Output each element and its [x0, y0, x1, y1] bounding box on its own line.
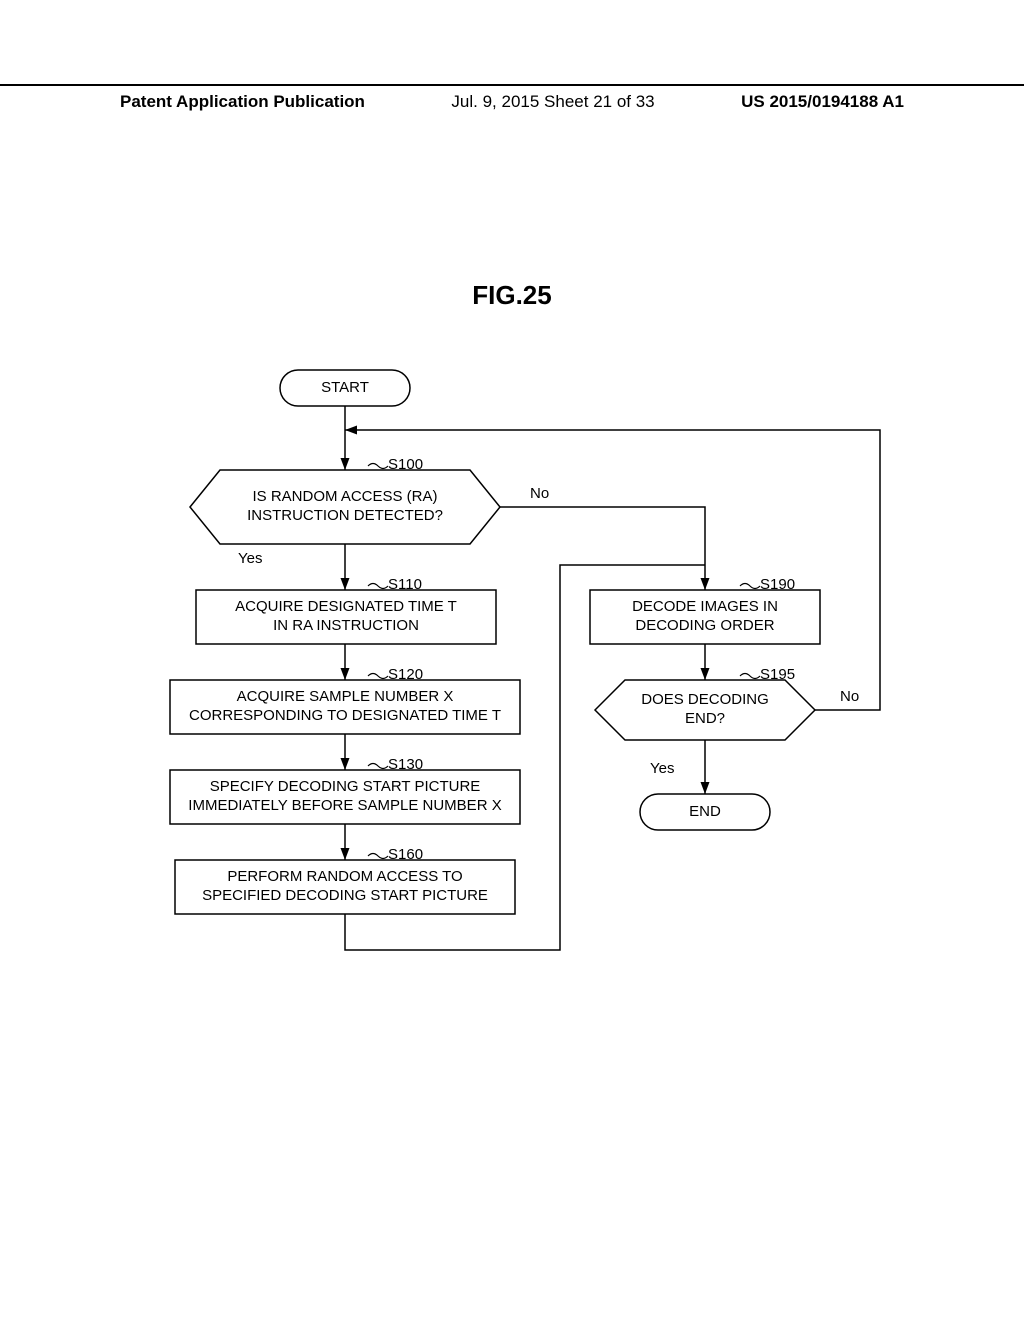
edge-label: Yes: [650, 760, 674, 777]
flow-node-start: START: [280, 370, 410, 406]
step-label-s195: S195: [760, 666, 795, 683]
flow-node-end: END: [640, 794, 770, 830]
step-label-s160: S160: [388, 846, 423, 863]
edge-label: Yes: [238, 550, 262, 567]
flow-node-s110: ACQUIRE DESIGNATED TIME TIN RA INSTRUCTI…: [196, 590, 496, 644]
header-center: Jul. 9, 2015 Sheet 21 of 33: [451, 92, 654, 112]
page: Patent Application Publication Jul. 9, 2…: [0, 0, 1024, 1320]
figure-title: FIG.25: [0, 280, 1024, 311]
edge-label: No: [840, 688, 859, 705]
step-label-s120: S120: [388, 666, 423, 683]
header-row: Patent Application Publication Jul. 9, 2…: [0, 92, 1024, 112]
edge-label: No: [530, 485, 549, 502]
flow-node-s190: DECODE IMAGES INDECODING ORDER: [590, 590, 820, 644]
flow-node-s160: PERFORM RANDOM ACCESS TOSPECIFIED DECODI…: [175, 860, 515, 914]
header-right: US 2015/0194188 A1: [741, 92, 904, 112]
step-label-s110: S110: [388, 576, 422, 593]
page-header: Patent Application Publication Jul. 9, 2…: [0, 84, 1024, 112]
step-label-s190: S190: [760, 576, 795, 593]
flow-node-s195: DOES DECODINGEND?: [595, 680, 815, 740]
flowchart: Yes No Yes No START IS RANDOM ACCESS (RA)INST…: [120, 360, 904, 1040]
header-left: Patent Application Publication: [120, 92, 365, 112]
step-label-s130: S130: [388, 756, 423, 773]
flow-node-s120: ACQUIRE SAMPLE NUMBER XCORRESPONDING TO …: [170, 680, 520, 734]
flow-node-s100: IS RANDOM ACCESS (RA)INSTRUCTION DETECTE…: [190, 470, 500, 544]
step-label-s100: S100: [388, 456, 423, 473]
flow-node-s130: SPECIFY DECODING START PICTUREIMMEDIATEL…: [170, 770, 520, 824]
